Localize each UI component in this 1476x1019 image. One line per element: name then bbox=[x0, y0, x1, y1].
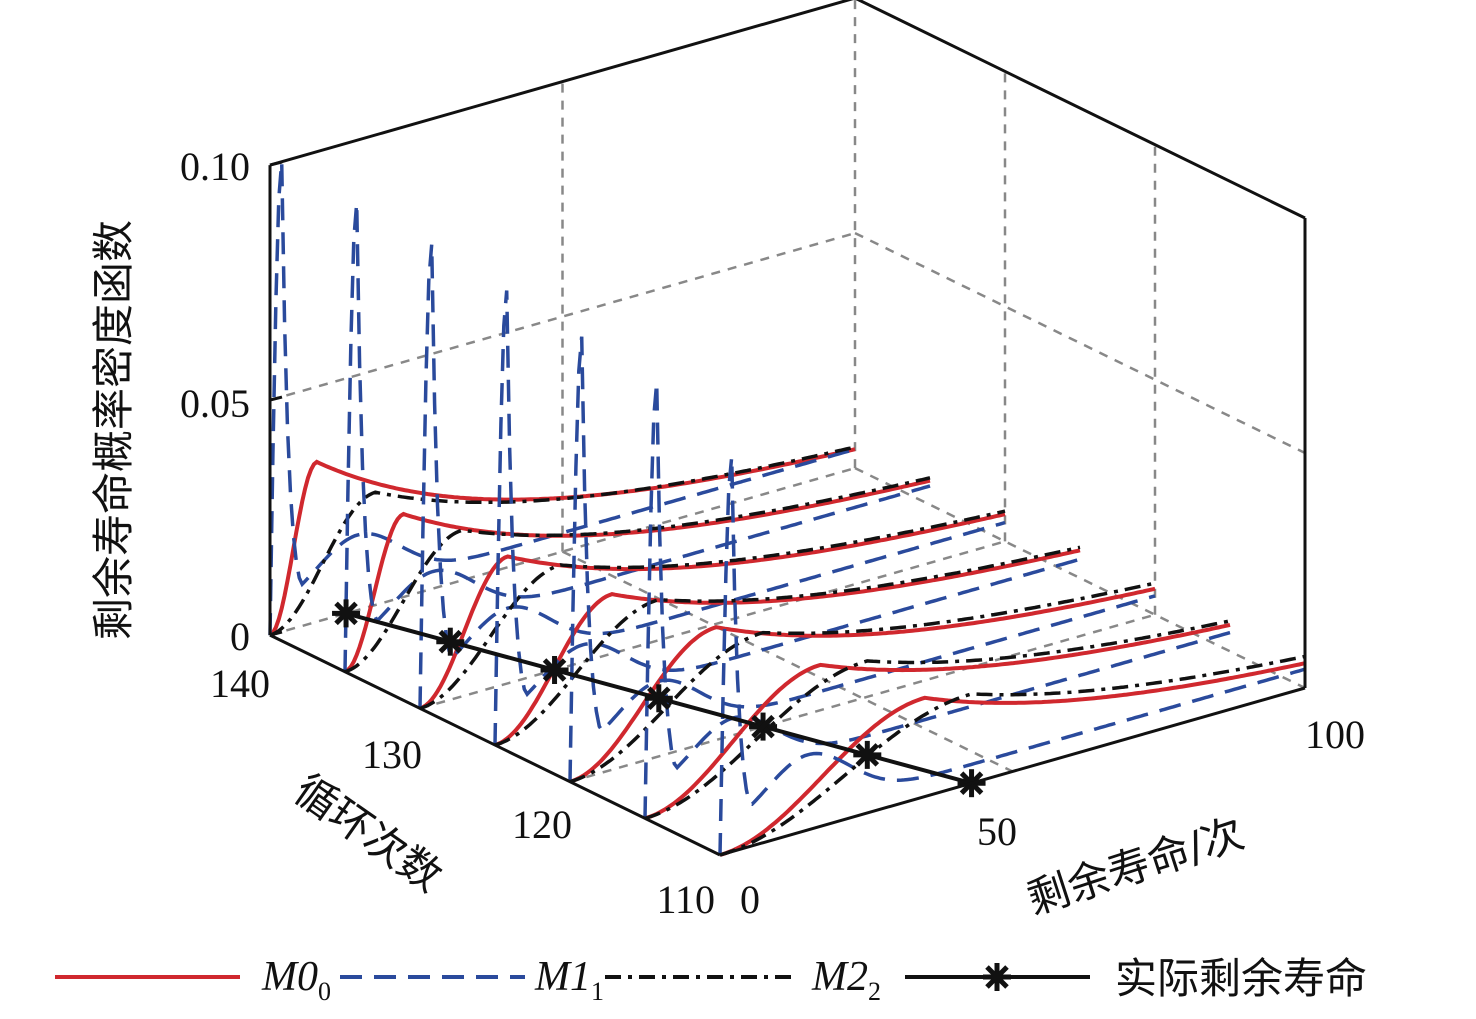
grid-line bbox=[854, 231, 1306, 455]
legend-m1-label: M11 bbox=[534, 954, 604, 1006]
curve-m0-cycle-130 bbox=[419, 512, 1006, 711]
star-stroke bbox=[438, 629, 463, 654]
legend-m2-label: M22 bbox=[811, 954, 881, 1006]
star-stroke bbox=[647, 686, 671, 711]
curve-m0-cycle-135 bbox=[343, 478, 931, 674]
y-axis-label: 循环次数 bbox=[285, 765, 451, 902]
z-axis-label: 剩余寿命概率密度函数 bbox=[89, 220, 138, 640]
z-tick-mark bbox=[269, 395, 283, 402]
x-tick-50: 50 bbox=[977, 809, 1017, 854]
actual-rul-marker bbox=[540, 655, 569, 684]
y-axis bbox=[269, 633, 721, 857]
curve-m1-cycle-110 bbox=[718, 456, 1306, 856]
star-stroke bbox=[542, 658, 567, 682]
actual-rul-marker bbox=[332, 599, 361, 628]
y-tick-120: 120 bbox=[512, 802, 572, 847]
x-tick-0: 0 bbox=[740, 877, 760, 922]
y-tick-130: 130 bbox=[362, 732, 422, 777]
legend-actual-star-icon bbox=[983, 963, 1011, 991]
legend-actual-label: 实际剩余寿命 bbox=[1115, 954, 1367, 1003]
z-tick-0: 0 bbox=[230, 614, 250, 659]
curve-m2-cycle-115 bbox=[644, 619, 1231, 821]
curve-m2-cycle-140 bbox=[269, 445, 856, 637]
curve-m2-cycle-130 bbox=[419, 509, 1006, 711]
actual-rul-marker bbox=[853, 740, 882, 769]
curve-m1-cycle-120 bbox=[568, 336, 1156, 782]
actual-rul-marker bbox=[644, 684, 673, 713]
star-stroke bbox=[751, 714, 775, 739]
z-tick-0.05: 0.05 bbox=[180, 381, 250, 426]
curve-m2-cycle-120 bbox=[569, 581, 1156, 784]
curve-m0-cycle-120 bbox=[569, 586, 1156, 784]
star-stroke bbox=[334, 601, 358, 626]
curve-m1-cycle-130 bbox=[418, 244, 1006, 709]
curve-m0-cycle-125 bbox=[494, 548, 1081, 747]
x-axis bbox=[719, 686, 1306, 857]
z-tick-mark bbox=[269, 160, 283, 167]
curve-m2-cycle-135 bbox=[344, 476, 931, 674]
box-edge bbox=[855, 0, 1306, 220]
z-tick-mark bbox=[269, 630, 283, 637]
curve-m0-cycle-115 bbox=[644, 622, 1231, 821]
star-stroke bbox=[855, 743, 880, 767]
curve-m2-cycle-110 bbox=[719, 654, 1306, 857]
curve-m0-cycle-140 bbox=[268, 447, 856, 637]
box-edge bbox=[269, 0, 854, 167]
legend: M00 M11 M22 实际剩余寿命 bbox=[55, 954, 1367, 1006]
x-tick-100: 100 bbox=[1305, 712, 1365, 757]
x-axis-label: 剩余寿命/次 bbox=[1021, 808, 1249, 924]
y-tick-140: 140 bbox=[210, 661, 270, 706]
actual-rul-marker bbox=[436, 627, 465, 656]
curve-m0-cycle-110 bbox=[719, 661, 1306, 857]
z-tick-0.10: 0.10 bbox=[180, 144, 250, 189]
y-tick-110: 110 bbox=[656, 877, 715, 922]
legend-m0-label: M00 bbox=[261, 954, 331, 1006]
actual-rul-marker bbox=[749, 712, 778, 741]
curve-m2-cycle-125 bbox=[494, 545, 1081, 747]
